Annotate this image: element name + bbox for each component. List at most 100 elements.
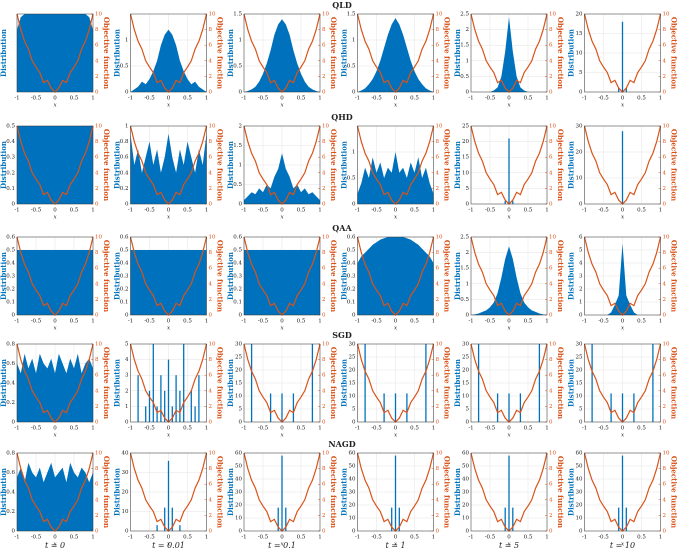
y-tick-label: 0.5 <box>460 297 469 303</box>
plot-frame <box>16 343 94 423</box>
y-tick-label: 0.5 <box>233 182 242 188</box>
plot-frame <box>470 236 548 316</box>
x-tick-label: 0 <box>53 96 57 102</box>
y-tick-label: 1 <box>352 150 356 156</box>
y-tick-label: 0.3 <box>6 274 15 280</box>
x-tick-label: -1 <box>14 319 19 325</box>
y2-tick-label: 4 <box>549 497 553 503</box>
x-axis-label: x <box>167 326 171 332</box>
y-tick-label: 20 <box>462 368 469 374</box>
y-tick-label: 5 <box>579 248 583 254</box>
y2-tick-label: 4 <box>663 281 667 287</box>
y2-axis-label: Objective function <box>216 17 225 89</box>
x-tick-label: 1 <box>91 535 95 541</box>
plot-frame <box>470 452 548 532</box>
y2-tick-label: 10 <box>663 235 670 241</box>
y2-axis-label: Objective function <box>102 347 111 419</box>
x-axis-label: x <box>53 326 57 332</box>
x-tick-label: 0 <box>394 426 398 432</box>
y-tick-label: 20 <box>349 368 356 374</box>
y-axis-label: Distribution <box>0 29 8 77</box>
y-tick-label: 5 <box>466 186 470 192</box>
y2-tick-label: 6 <box>549 373 553 379</box>
y-tick-label: 2 <box>466 27 470 33</box>
y-tick-label: 10 <box>462 170 469 176</box>
y2-tick-label: 10 <box>95 12 102 18</box>
x-axis-label: x <box>394 433 398 439</box>
y-axis-label: Distribution <box>226 29 235 77</box>
x-tick-label: 0 <box>621 96 625 102</box>
x-tick-label: 1 <box>545 426 549 432</box>
x-axis-label: x <box>280 542 284 548</box>
y-axis-label: Distribution <box>113 252 122 300</box>
y2-tick-label: 8 <box>549 357 553 363</box>
y2-tick-label: 8 <box>436 139 440 145</box>
y2-tick-label: 0 <box>549 420 553 426</box>
x-tick-label: -1 <box>241 96 246 102</box>
y-tick-label: 0.1 <box>233 300 242 306</box>
y-tick-label: 0 <box>239 529 243 535</box>
y-axis-label: Distribution <box>226 141 235 189</box>
x-axis-label: x <box>507 542 511 548</box>
y2-tick-label: 6 <box>322 482 326 488</box>
y-axis-label: Distribution <box>226 252 235 300</box>
distribution-area <box>130 29 207 93</box>
y-tick-label: 10 <box>349 516 356 522</box>
y-tick-label: 0.1 <box>6 186 15 192</box>
y-axis-label: Distribution <box>453 468 462 516</box>
y-tick-label: 20 <box>235 503 242 509</box>
y2-tick-label: 8 <box>95 466 99 472</box>
x-tick-label: -1 <box>468 426 473 432</box>
y2-tick-label: 4 <box>322 497 326 503</box>
x-tick-label: -0.5 <box>598 426 609 432</box>
y-axis-label: Distribution <box>113 468 122 516</box>
y2-tick-label: 10 <box>209 124 216 130</box>
y-tick-label: 1 <box>125 38 129 44</box>
y-axis-label: Distribution <box>0 252 8 300</box>
y-tick-label: 0.2 <box>120 287 129 293</box>
row-title: QHD <box>331 112 353 122</box>
y-tick-label: 0.2 <box>120 186 129 192</box>
y-axis-label: Distribution <box>340 29 349 77</box>
y2-tick-label: 2 <box>549 404 553 410</box>
x-tick-label: 0 <box>394 208 398 214</box>
y2-tick-label: 0 <box>322 529 326 535</box>
y2-tick-label: 6 <box>436 43 440 49</box>
y2-axis-label: Objective function <box>216 240 225 312</box>
y2-axis-label: Objective function <box>670 347 679 419</box>
x-tick-label: -0.5 <box>31 208 42 214</box>
y2-tick-label: 8 <box>663 250 667 256</box>
x-tick-label: -1 <box>355 208 360 214</box>
panel: -1 -0.5 0 0.5 100.10.20.30.40.50246810xDistr… <box>0 124 111 221</box>
y2-tick-label: 2 <box>549 297 553 303</box>
y-tick-label: 0.6 <box>120 155 129 161</box>
x-tick-label: -1 <box>241 535 246 541</box>
y2-tick-label: 4 <box>209 497 213 503</box>
y2-tick-label: 0 <box>663 313 667 319</box>
y2-tick-label: 10 <box>209 235 216 241</box>
y2-tick-label: 2 <box>322 513 326 519</box>
y-tick-label: 25 <box>235 355 242 361</box>
y2-tick-label: 0 <box>95 313 99 319</box>
x-tick-label: 0.5 <box>70 535 79 541</box>
plot-frame <box>243 125 321 205</box>
x-tick-label: 0.5 <box>183 535 192 541</box>
plot-frame <box>130 125 207 205</box>
y-tick-label: 30 <box>576 490 583 496</box>
x-axis-label: x <box>280 326 284 332</box>
y2-tick-label: 4 <box>663 170 667 176</box>
y-axis-label: Distribution <box>340 468 349 516</box>
x-axis-label: x <box>621 433 625 439</box>
y2-tick-label: 10 <box>322 451 329 457</box>
x-tick-label: 1 <box>318 426 322 432</box>
y2-tick-label: 0 <box>436 529 440 535</box>
y2-tick-label: 2 <box>436 513 440 519</box>
y-tick-label: 0.4 <box>233 261 242 267</box>
plot-frame <box>357 13 434 93</box>
y-tick-label: 30 <box>349 342 356 348</box>
y-tick-label: 1.5 <box>347 12 356 18</box>
y-tick-label: 15 <box>235 381 242 387</box>
